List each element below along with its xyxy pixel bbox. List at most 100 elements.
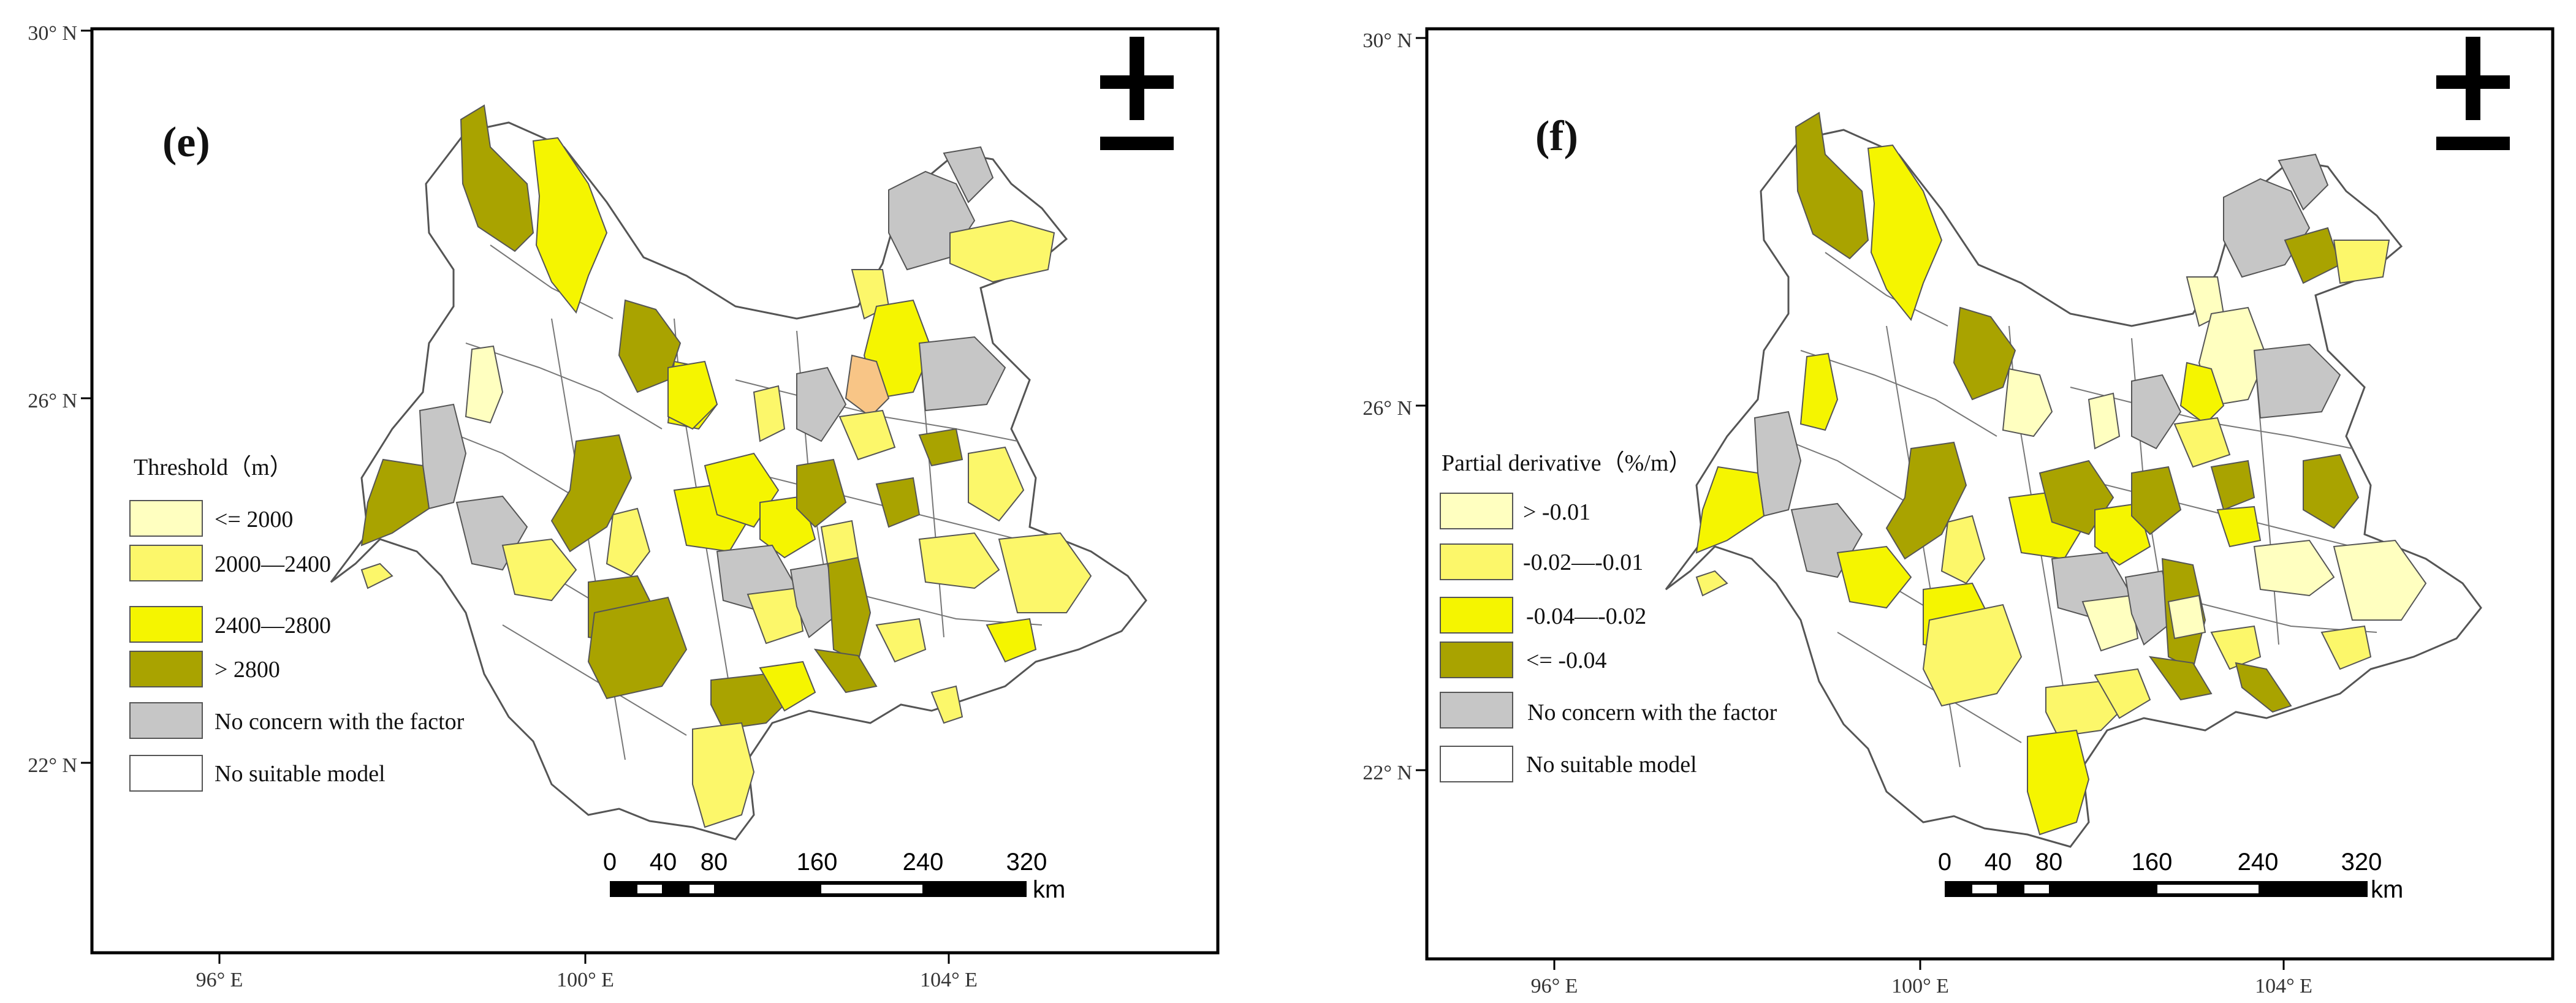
- scale-unit-e: km: [1033, 876, 1065, 903]
- scale-tick-80-f: 80: [2035, 849, 2063, 876]
- county-minus-0.02-to-0.01: [2320, 625, 2372, 670]
- county-le-minus-0.04: [2235, 662, 2292, 713]
- county-minus-0.04-to-0.02: [2216, 505, 2262, 548]
- scale-tick-0: 0: [603, 849, 617, 876]
- county-above-2800: [360, 458, 430, 547]
- lat-label-30-f: 30° N: [1362, 29, 1412, 52]
- county-above-2800: [460, 104, 534, 252]
- county-no-concern: [789, 562, 841, 638]
- scale-bar-f: 0 40 80 160 240 320 km: [1938, 849, 2403, 903]
- legend-swatch-4-f: [1440, 692, 1513, 729]
- scale-tick-320-f: 320: [2341, 849, 2382, 876]
- scale-tick-160-f: 160: [2132, 849, 2173, 876]
- lon-axis-f: 96° E 100° E 104° E: [1531, 959, 2312, 997]
- lat-label-26: 26° N: [28, 390, 77, 412]
- county-2000-2400: [360, 562, 393, 589]
- scale-tick-0-f: 0: [1938, 849, 1951, 876]
- scale-unit-f: km: [2371, 876, 2403, 903]
- legend-label-5: No suitable model: [215, 761, 386, 787]
- legend-swatch-2-f: [1440, 597, 1513, 634]
- county-special-orange: [845, 354, 890, 418]
- county-no-concern: [943, 146, 994, 203]
- legend-swatch-2: [129, 606, 203, 643]
- lat-axis-f: 30° N 26° N 22° N: [1362, 29, 1427, 784]
- county-above-2800: [550, 434, 633, 553]
- county-gt-minus-0.01: [2253, 539, 2335, 597]
- legend-label-0-f: > -0.01: [1523, 499, 1590, 525]
- lon-label-96-f: 96° E: [1531, 975, 1578, 997]
- legend-label-4-f: No concern with the factor: [1527, 700, 1777, 725]
- region-map-f: [1665, 112, 2482, 848]
- county-above-2800: [875, 477, 921, 528]
- map-panel-f: 30° N 26° N 22° N 96° E 100° E 104° E (f…: [1362, 27, 2555, 997]
- county-minus-0.04-to-0.02: [1799, 352, 1839, 431]
- lat-label-22: 22° N: [28, 754, 77, 777]
- lat-label-26-f: 26° N: [1362, 397, 1412, 420]
- county-gt-minus-0.01: [2167, 594, 2206, 640]
- county-minus-0.02-to-0.01: [2173, 417, 2231, 468]
- county-minus-0.04-to-0.02: [1836, 545, 1912, 609]
- legend-swatch-3: [129, 651, 203, 687]
- legend-title-e: Threshold（m）: [134, 455, 293, 480]
- county-no-concern: [796, 366, 847, 442]
- scale-tick-240-f: 240: [2238, 849, 2279, 876]
- county-le-minus-0.04: [1885, 441, 1967, 560]
- county-no-concern: [2278, 153, 2329, 211]
- panel-label-f: (f): [1535, 113, 1578, 160]
- county-2000-2400: [838, 409, 896, 461]
- county-gt-minus-0.01: [2088, 392, 2121, 450]
- county-above-2800: [587, 596, 688, 700]
- county-2000-2400: [747, 587, 804, 645]
- legend-swatch-0-f: [1440, 493, 1513, 529]
- county-no-concern: [918, 336, 1006, 412]
- scale-tick-160: 160: [797, 849, 838, 876]
- county-2000-2400: [949, 219, 1055, 283]
- county-2000-2400: [820, 520, 859, 565]
- county-minus-0.02-to-0.01: [1940, 515, 1986, 585]
- legend-label-1: 2000—2400: [215, 551, 331, 577]
- legend-label-5-f: No suitable model: [1526, 752, 1697, 778]
- legend-swatch-5-f: [1440, 746, 1513, 782]
- county-minus-0.04-to-0.02: [2179, 361, 2225, 425]
- county-gt-minus-0.01: [2002, 368, 2053, 437]
- legend-swatch-3-f: [1440, 642, 1513, 678]
- lon-label-100-f: 100° E: [1891, 975, 1949, 997]
- county-le-minus-0.04: [1795, 112, 1869, 260]
- scale-tick-80: 80: [701, 849, 728, 876]
- county-2000-2400: [875, 618, 927, 663]
- county-above-2800: [813, 648, 878, 694]
- county-le-minus-0.04: [1953, 306, 2016, 401]
- county-2000-2400: [968, 446, 1025, 522]
- legend-swatch-4: [129, 702, 203, 739]
- scale-tick-40: 40: [650, 849, 677, 876]
- county-minus-0.02-to-0.01: [1922, 604, 2023, 707]
- county-le-minus-0.04: [2303, 453, 2360, 529]
- county-2400-2800: [986, 618, 1037, 663]
- panel-label-e: (e): [162, 119, 210, 166]
- county-2400-2800: [667, 360, 718, 430]
- county-2000-2400: [606, 507, 651, 577]
- lon-label-104: 104° E: [920, 969, 978, 991]
- county-minus-0.02-to-0.01: [2210, 625, 2262, 670]
- lon-label-96: 96° E: [196, 969, 243, 991]
- legend-e: Threshold（m） <= 2000 2000—2400 2400—2800…: [129, 455, 465, 792]
- county-above-2800: [918, 428, 963, 467]
- lon-label-104-f: 104° E: [2255, 975, 2312, 997]
- county-no-concern: [2131, 374, 2182, 450]
- county-2400-2800: [759, 660, 816, 712]
- county-le-minus-0.04: [2131, 466, 2182, 536]
- legend-swatch-1: [129, 545, 203, 581]
- lon-axis-e: 96° E 100° E 104° E: [196, 953, 978, 991]
- county-below-2000: [465, 345, 504, 424]
- legend-label-0: <= 2000: [215, 507, 293, 532]
- lon-label-100: 100° E: [557, 969, 614, 991]
- legend-swatch-1-f: [1440, 543, 1513, 580]
- county-2000-2400: [501, 538, 577, 602]
- scale-tick-320: 320: [1006, 849, 1047, 876]
- county-minus-0.02-to-0.01: [1695, 570, 1728, 597]
- county-above-2800: [796, 458, 847, 528]
- region-map-e: [330, 104, 1147, 841]
- scale-tick-40-f: 40: [1985, 849, 2012, 876]
- county-no-concern: [2253, 343, 2341, 419]
